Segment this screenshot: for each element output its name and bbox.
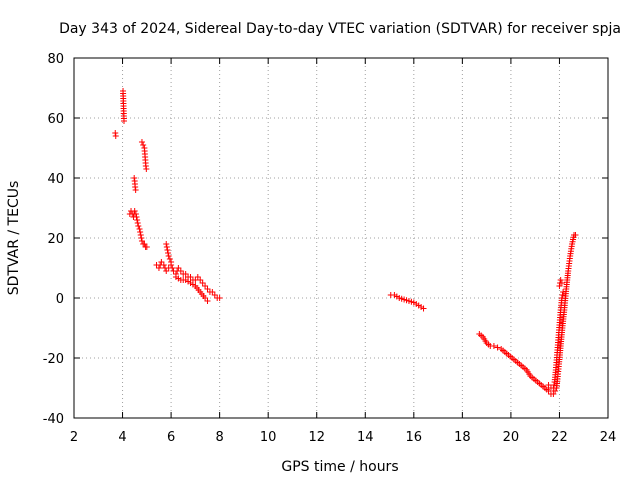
data-point <box>131 208 138 214</box>
data-point <box>204 298 211 304</box>
data-point <box>143 166 150 172</box>
data-point <box>132 211 139 217</box>
data-point <box>166 256 173 262</box>
x-tick-label: 6 <box>167 430 175 445</box>
x-axis-label: GPS time / hours <box>281 459 398 475</box>
data-point <box>550 382 557 388</box>
chart-title: Day 343 of 2024, Sidereal Day-to-day VTE… <box>59 21 621 37</box>
data-point <box>169 265 176 271</box>
y-axis: -40 -20 0 20 40 60 80 <box>43 52 608 427</box>
data-point <box>112 133 119 139</box>
data-point <box>420 305 427 312</box>
y-tick-label: 0 <box>56 292 64 307</box>
data-point <box>163 241 170 247</box>
data-point <box>165 253 172 259</box>
data-point <box>138 139 145 145</box>
x-tick-label: 14 <box>357 430 374 445</box>
data-point <box>140 142 147 148</box>
y-tick-label: -40 <box>43 412 64 427</box>
data-point <box>138 235 145 241</box>
x-tick-label: 18 <box>454 430 471 445</box>
data-point <box>132 187 139 193</box>
x-tick-label: 24 <box>600 430 617 445</box>
x-tick-label: 16 <box>406 430 423 445</box>
y-axis-label: SDTVAR / TECUs <box>6 181 22 296</box>
data-point <box>137 229 144 235</box>
data-point <box>136 226 143 232</box>
y-tick-label: 20 <box>47 232 64 247</box>
data-point <box>133 214 140 220</box>
x-tick-label: 22 <box>551 430 568 445</box>
x-tick-label: 20 <box>503 430 520 445</box>
grid-lines <box>74 58 608 418</box>
data-point <box>163 244 170 250</box>
y-tick-label: -20 <box>43 352 64 367</box>
data-point <box>135 223 142 229</box>
data-point <box>572 232 579 238</box>
x-tick-label: 2 <box>70 430 78 445</box>
data-point <box>494 344 501 351</box>
data-point <box>121 118 128 124</box>
data-point <box>557 277 564 283</box>
x-tick-label: 8 <box>215 430 223 445</box>
data-point <box>160 262 167 268</box>
data-point <box>168 259 175 265</box>
data-point <box>155 265 162 271</box>
data-point <box>559 292 566 298</box>
y-tick-label: 80 <box>47 52 64 67</box>
y-tick-label: 40 <box>47 172 64 187</box>
data-point <box>216 295 223 301</box>
x-axis: 2 4 6 8 10 12 14 16 18 20 22 24 <box>70 58 616 445</box>
data-series <box>112 88 579 397</box>
data-point <box>490 343 497 349</box>
x-tick-label: 4 <box>118 430 126 445</box>
y-tick-label: 60 <box>47 112 64 127</box>
x-tick-label: 12 <box>308 430 325 445</box>
data-point <box>137 232 144 238</box>
data-point <box>134 220 141 226</box>
data-point <box>165 250 172 256</box>
data-point <box>143 244 150 250</box>
data-point <box>558 280 565 286</box>
data-point <box>164 247 171 253</box>
x-tick-label: 10 <box>260 430 277 445</box>
data-point <box>134 217 141 223</box>
